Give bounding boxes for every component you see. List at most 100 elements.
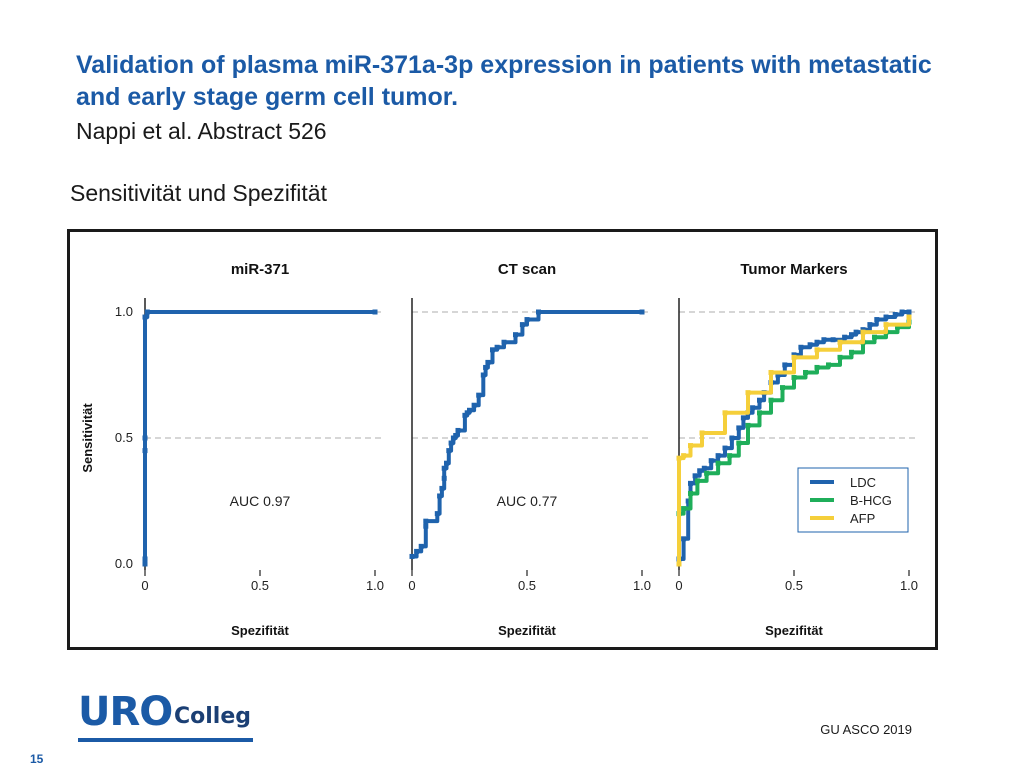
panel-2-point xyxy=(639,309,645,315)
panel-1-ytick-label: 0.0 xyxy=(115,556,133,571)
panel-2-point xyxy=(476,392,482,398)
panel-2-point xyxy=(494,344,500,350)
panel-3-point xyxy=(883,322,889,328)
panel-3-point xyxy=(685,498,691,504)
panel-2-point xyxy=(444,460,449,466)
panel-3-point xyxy=(757,397,762,403)
panel-3-xtick-label: 1.0 xyxy=(900,578,918,593)
roc-chart-svg: miR-371 0.0 0.5 1.0 0 0.5 1.0 Spezifität Sensiti… xyxy=(80,261,918,638)
panel-3-legend-label: LDC xyxy=(850,475,876,490)
panel-3-point xyxy=(860,329,866,335)
panel-3-point xyxy=(692,473,698,479)
panel-3-point xyxy=(694,478,700,484)
panel-2-point xyxy=(462,412,468,418)
panel-1-xtick-label: 0.5 xyxy=(251,578,269,593)
panel-2-point xyxy=(446,448,452,454)
panel-3-legend-label: AFP xyxy=(850,511,875,526)
panel-2-point xyxy=(471,402,477,408)
panel-3-point xyxy=(874,317,880,323)
section-heading: Sensitivität und Spezifität xyxy=(70,180,327,206)
urocolleg-logo: URO Colleg xyxy=(78,690,258,746)
panel-2-xtick-label: 0.5 xyxy=(518,578,536,593)
panel-3-point xyxy=(722,445,728,451)
panel-3-point xyxy=(791,375,797,381)
panel-2-point xyxy=(450,435,456,441)
panel-3-point xyxy=(899,309,905,315)
panel-3-point xyxy=(883,314,889,320)
panel-1-point xyxy=(142,435,148,441)
panel-3-point xyxy=(830,337,836,343)
panel-3-point xyxy=(727,453,733,459)
panel-3-point xyxy=(715,460,721,466)
panel-1-point xyxy=(142,448,148,454)
panel-2-point xyxy=(467,407,472,413)
panel-3-point xyxy=(736,440,742,446)
panel-2-point xyxy=(519,322,525,328)
logo-colleg-text: Colleg xyxy=(174,704,252,729)
panel-3-point xyxy=(775,372,781,378)
panel-3-point xyxy=(895,324,900,330)
panel-3-point xyxy=(688,490,693,496)
panel-1-point xyxy=(144,309,150,315)
panel-3-point xyxy=(768,369,774,375)
panel-1-ylabel: Sensitivität xyxy=(80,403,95,473)
panel-2-point xyxy=(434,511,440,517)
panel-3-point xyxy=(842,334,848,340)
panel-3-point xyxy=(803,369,808,375)
panel-3-title: Tumor Markers xyxy=(740,261,847,278)
panel-3-point xyxy=(697,468,703,474)
panel-2-series-ct-scan xyxy=(410,310,644,559)
panel-3-point xyxy=(704,470,710,476)
panel-3-point xyxy=(750,405,756,411)
panel-1-point xyxy=(142,561,148,567)
panel-1-ytick-label: 1.0 xyxy=(115,304,133,319)
panel-2-xlabel: Spezifität xyxy=(498,623,556,638)
panel-3-point xyxy=(814,347,820,353)
panel-3-point xyxy=(849,332,854,338)
panel-1-ytick-label: 0.5 xyxy=(115,430,133,445)
panel-2-point xyxy=(441,465,447,471)
panel-1-xlabel: Spezifität xyxy=(231,623,289,638)
panel-3-point xyxy=(729,435,735,441)
panel-3-point xyxy=(892,312,898,318)
panel-2-point xyxy=(485,359,491,365)
panel-3-point xyxy=(814,364,820,370)
panel-2-point xyxy=(524,317,530,323)
panel-3-point xyxy=(821,337,827,343)
panel-3-point xyxy=(701,465,707,471)
panel-2-point xyxy=(441,475,447,481)
panel-2-xtick-label: 0 xyxy=(408,578,415,593)
panel-3-point xyxy=(853,329,859,335)
panel-3-point xyxy=(906,309,912,315)
panel-2-title: CT scan xyxy=(498,261,556,278)
panel-3-point xyxy=(814,339,820,345)
roc-figure: miR-371 0.0 0.5 1.0 0 0.5 1.0 Spezifität Sensiti… xyxy=(67,229,938,650)
panel-2-point xyxy=(490,347,495,353)
panel-1-xtick-label: 0 xyxy=(141,578,148,593)
panel-3-point xyxy=(681,506,687,512)
panel-3-point xyxy=(807,342,813,348)
panel-1-title: miR-371 xyxy=(231,261,289,278)
logo-underline xyxy=(78,738,253,742)
panel-2-auc-label: AUC 0.77 xyxy=(497,493,558,509)
panel-3-point xyxy=(681,453,687,459)
panel-3-point xyxy=(708,458,714,464)
panel-3-point xyxy=(837,339,843,345)
panel-3-xtick-label: 0 xyxy=(675,578,682,593)
panel-1-auc-label: AUC 0.97 xyxy=(230,493,291,509)
slide-reference: Nappi et al. Abstract 526 xyxy=(76,118,327,144)
panel-3-point xyxy=(782,362,788,368)
panel-1-point xyxy=(372,309,378,315)
panel-3-point xyxy=(768,397,774,403)
panel-3-xlabel: Spezifität xyxy=(765,623,823,638)
panel-2-point xyxy=(414,548,420,554)
panel-1-point xyxy=(142,556,148,562)
panel-2-point xyxy=(513,332,518,338)
panel-3-point xyxy=(849,349,854,355)
source-label: GU ASCO 2019 xyxy=(820,722,912,737)
panel-3-point xyxy=(699,430,705,436)
panel-3-xtick-label: 0.5 xyxy=(785,578,803,593)
logo-uro-text: URO xyxy=(78,689,173,735)
panel-2-point xyxy=(437,493,443,499)
panel-2-point xyxy=(480,372,486,378)
